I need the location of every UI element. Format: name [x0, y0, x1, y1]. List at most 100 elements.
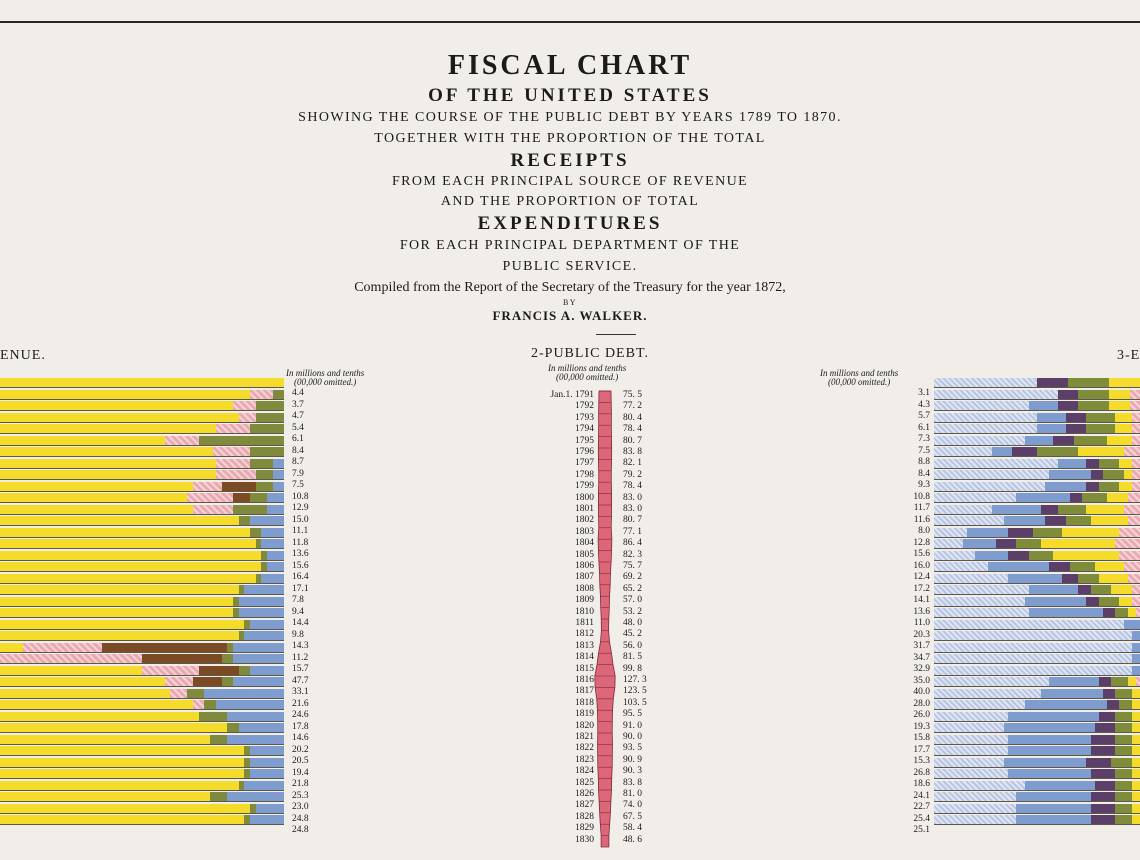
expenditure-segment-purple: [1086, 481, 1100, 491]
expenditure-segment-purple: [995, 539, 1017, 548]
expenditure-row-divider: [934, 766, 1140, 768]
expenditure-segment-lightblue: [934, 723, 1005, 732]
expenditure-segment-lightblue: [934, 562, 989, 571]
expenditure-value-label: 34.7: [913, 652, 930, 663]
expenditure-row-divider: [934, 605, 1140, 607]
revenue-value-label: 25.3: [292, 790, 309, 801]
expenditure-segment-green: [1115, 803, 1133, 813]
expenditure-bar-row: [934, 700, 1140, 710]
expenditure-row-divider: [934, 812, 1140, 814]
expenditure-value-label: 7.3: [918, 434, 930, 444]
revenue-segment-olive: [238, 516, 251, 525]
expenditure-segment-yellow: [1109, 378, 1140, 387]
revenue-bar-row: [0, 470, 284, 480]
expenditure-segment-lightblue: [934, 504, 993, 514]
debt-year-label: 1825: [575, 777, 594, 788]
expenditure-value-label: 15.3: [913, 756, 930, 766]
revenue-segment-blue: [266, 562, 284, 571]
expenditure-segment-lightblue: [934, 493, 1017, 502]
expenditure-row-divider: [934, 801, 1140, 802]
expenditure-segment-pink: [1131, 585, 1140, 594]
debt-year-label: 1803: [575, 526, 594, 537]
expenditure-row-divider: [934, 582, 1140, 584]
expenditure-row-divider: [934, 559, 1140, 561]
expenditure-segment-purple: [1078, 585, 1092, 594]
expenditure-segment-yellow: [1119, 458, 1133, 468]
debt-value-label: 80. 4: [623, 412, 642, 423]
expenditure-segment-blue: [1028, 608, 1104, 617]
revenue-value-label: 24.8: [292, 813, 309, 824]
expenditure-section-title: 3-E: [1117, 348, 1140, 363]
revenue-bar-row: [0, 711, 284, 722]
debt-value-label: 103. 5: [623, 697, 647, 708]
expenditure-units-note: In millions and tenths (00,000 omitted.): [820, 369, 898, 387]
debt-value-label: 82. 1: [623, 458, 642, 469]
debt-value-label: 81. 0: [623, 789, 642, 799]
expenditure-segment-lightblue: [934, 596, 1026, 606]
revenue-segment-olive: [210, 792, 228, 801]
title-line-4: TOGETHER WITH THE PROPORTION OF THE TOTA…: [374, 131, 766, 146]
expenditure-segment-pink: [1119, 527, 1140, 537]
revenue-segment-yellow: [0, 677, 166, 686]
revenue-segment-yellow: [0, 562, 262, 571]
expenditure-row-divider: [934, 709, 1140, 710]
revenue-value-label: 19.4: [292, 767, 309, 778]
expenditure-segment-purple: [1012, 447, 1038, 456]
expenditure-bar-row: [934, 769, 1140, 779]
title-receipts: RECEIPTS: [510, 150, 630, 171]
revenue-bar-row: [0, 757, 284, 768]
revenue-bar-row: [0, 700, 284, 710]
revenue-value-label: 15.0: [292, 514, 309, 525]
revenue-bar-row: [0, 734, 284, 745]
expenditure-segment-lightblue: [934, 803, 1017, 813]
expenditure-segment-blue: [1024, 435, 1054, 445]
expenditure-segment-yellow: [1109, 389, 1131, 399]
expenditure-value-label: 10.8: [913, 491, 930, 502]
expenditure-bar-row: [934, 677, 1140, 687]
expenditure-segment-blue: [975, 550, 1009, 560]
expenditure-segment-blue: [1004, 757, 1087, 767]
revenue-segment-yellow: [0, 803, 251, 813]
expenditure-segment-green: [1111, 677, 1129, 686]
expenditure-bar-row: [934, 504, 1140, 515]
expenditure-row-divider: [934, 421, 1140, 423]
expenditure-row-divider: [934, 525, 1140, 526]
expenditure-segment-blue: [1131, 631, 1140, 640]
revenue-segment-olive: [238, 665, 251, 675]
top-border-rule: [0, 21, 1140, 23]
revenue-segment-blue: [249, 619, 284, 629]
revenue-value-label: 14.4: [292, 618, 309, 628]
expenditure-segment-purple: [1107, 700, 1120, 709]
revenue-value-label: 15.7: [292, 664, 309, 674]
revenue-segment-pink: [187, 493, 234, 502]
expenditure-units-note-line2: (00,000 omitted.): [828, 377, 891, 387]
debt-value-label: 123. 5: [623, 686, 647, 697]
revenue-segment-blue: [266, 550, 284, 560]
expenditure-segment-yellow: [1131, 723, 1140, 732]
expenditure-segment-lightblue: [934, 619, 1125, 629]
revenue-segment-yellow: [0, 619, 245, 629]
revenue-bar-row: [0, 631, 284, 641]
debt-value-label: 93. 5: [623, 743, 642, 754]
revenue-row-divider: [0, 766, 284, 768]
expenditure-bar-row: [934, 516, 1140, 526]
revenue-bar-row: [0, 562, 284, 572]
expenditure-value-label: 26.0: [913, 710, 930, 720]
revenue-segment-yellow: [0, 493, 188, 502]
expenditure-row-divider: [934, 755, 1140, 756]
expenditure-row-divider: [934, 663, 1140, 664]
revenue-segment-olive: [261, 550, 268, 560]
debt-year-label: 1804: [575, 538, 594, 549]
debt-year-label: 1802: [575, 515, 594, 526]
expenditure-segment-green: [1102, 470, 1124, 479]
expenditure-row-divider: [934, 778, 1140, 779]
expenditure-row-divider: [934, 674, 1140, 676]
revenue-value-label: 13.6: [292, 549, 309, 559]
revenue-value-label: 16.4: [292, 572, 309, 582]
debt-value-label: 67. 5: [623, 811, 642, 822]
revenue-segment-blue: [238, 608, 284, 617]
expenditure-value-label: 8.4: [918, 468, 930, 479]
expenditure-segment-purple: [1086, 458, 1100, 468]
revenue-segment-olive: [187, 688, 205, 698]
expenditure-segment-yellow: [1115, 424, 1133, 433]
